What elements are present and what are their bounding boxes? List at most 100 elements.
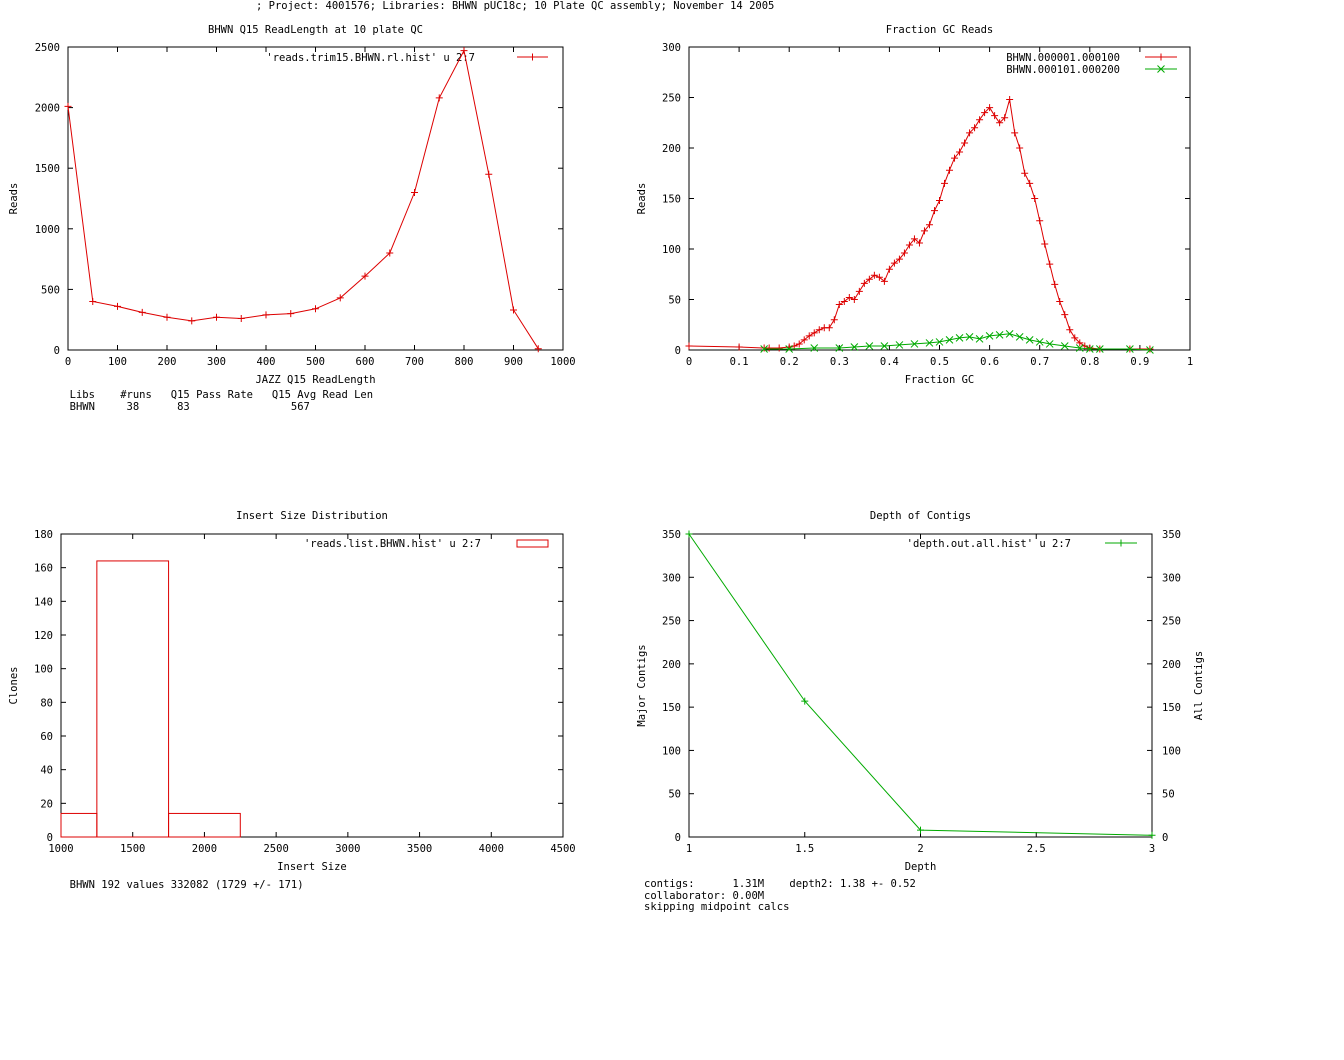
data-point-0-0: [534, 345, 542, 353]
data-point-1-1: [810, 344, 819, 352]
data-point-3-0: [1148, 831, 1156, 839]
series-line-3-0: [688, 533, 1153, 836]
y-tick-label-1: 300: [662, 42, 681, 54]
data-point-1-0: [800, 336, 808, 344]
x-tick-label-1: 0: [686, 356, 692, 368]
x-axis-label-3: Depth: [905, 861, 937, 873]
insert-stats: BHWN 192 values 332082 (1729 +/- 171): [57, 879, 304, 891]
data-point-0-0: [89, 298, 97, 306]
y-tick-label-3: 300: [662, 572, 681, 584]
data-point-1-0: [986, 104, 994, 112]
y-tick-label-0: 500: [41, 284, 60, 296]
data-point-1-0: [941, 179, 949, 187]
x-tick-label-1: 0.6: [980, 356, 999, 368]
y-tick-label-2: 40: [40, 765, 53, 777]
data-point-1-0: [1041, 240, 1049, 248]
data-point-1-0: [1046, 260, 1054, 268]
y-tick-label-0: 2500: [35, 42, 60, 54]
data-point-0-0: [336, 294, 344, 302]
legend-swatch-2: [516, 539, 549, 548]
data-point-1-0: [845, 293, 853, 301]
data-point-0-0: [262, 311, 270, 319]
y2-tick-label-3: 200: [1162, 659, 1181, 671]
data-point-1-0: [920, 227, 928, 235]
y-tick-label-2: 80: [40, 697, 53, 709]
data-point-1-0: [946, 166, 954, 174]
y-axis-label-2: Clones: [8, 667, 20, 705]
chart-title-0: BHWN Q15 ReadLength at 10 plate QC: [208, 24, 423, 36]
chart-title-1: Fraction GC Reads: [886, 24, 993, 36]
data-point-1-0: [795, 340, 803, 348]
y-tick-label-1: 250: [662, 93, 681, 105]
x-tick-label-0: 1000: [550, 356, 575, 368]
data-point-1-0: [735, 343, 743, 351]
data-point-1-0: [860, 279, 868, 287]
data-point-1-0: [936, 197, 943, 205]
histogram-bar: [96, 560, 170, 838]
data-point-1-0: [1051, 280, 1059, 288]
data-point-1-1: [1085, 345, 1094, 353]
x-axis-label-0: JAZZ Q15 ReadLength: [255, 374, 375, 386]
legend-marker-3-0: [1117, 539, 1125, 547]
data-point-1-1: [955, 334, 964, 342]
y-tick-label-2: 160: [34, 563, 53, 575]
y2-tick-label-3: 150: [1162, 702, 1181, 714]
data-point-1-1: [1015, 333, 1024, 341]
series-line-0-0: [67, 49, 539, 350]
data-point-1-1: [1075, 344, 1084, 352]
y-tick-label-2: 140: [34, 596, 53, 608]
y2-tick-label-3: 300: [1162, 572, 1181, 584]
data-point-1-0: [981, 109, 989, 117]
data-point-1-0: [956, 148, 964, 156]
x-tick-label-0: 700: [405, 356, 424, 368]
x-tick-label-2: 1000: [48, 843, 73, 855]
data-point-1-0: [1146, 345, 1154, 353]
y-tick-label-1: 150: [662, 194, 681, 206]
data-point-1-0: [815, 326, 823, 334]
x-tick-label-0: 800: [455, 356, 474, 368]
data-point-1-1: [760, 345, 769, 353]
legend-marker-1-0: [1157, 53, 1165, 61]
data-point-1-1: [965, 333, 974, 341]
data-point-1-0: [1036, 217, 1044, 225]
chart-title-2: Insert Size Distribution: [236, 510, 388, 522]
x-tick-label-1: 0.8: [1080, 356, 1099, 368]
x-tick-label-2: 3000: [335, 843, 360, 855]
data-point-1-0: [830, 316, 838, 324]
data-point-1-0: [825, 324, 833, 332]
data-point-1-1: [1005, 329, 1014, 338]
data-point-1-1: [1126, 345, 1134, 353]
data-point-0-0: [485, 170, 493, 178]
data-point-1-0: [1066, 326, 1074, 334]
x-tick-label-3: 3: [1149, 843, 1155, 855]
x-tick-label-1: 0.1: [730, 356, 749, 368]
data-point-1-0: [1071, 334, 1079, 342]
legend-label-2-0: 'reads.list.BHWN.hist' u 2:7: [304, 538, 481, 550]
data-point-1-0: [930, 207, 938, 215]
data-point-1-0: [865, 275, 873, 283]
x-tick-label-3: 1: [686, 843, 692, 855]
legend-label-3-0: 'depth.out.all.hist' u 2:7: [907, 538, 1071, 550]
x-tick-label-0: 200: [158, 356, 177, 368]
legend-label-0-0: 'reads.trim15.BHWN.rl.hist' u 2:7: [266, 52, 475, 64]
data-point-0-0: [287, 310, 295, 318]
histogram-bar: [168, 812, 241, 838]
data-point-1-0: [855, 287, 863, 295]
x-axis-label-2: Insert Size: [277, 861, 347, 873]
y2-tick-label-3: 50: [1162, 789, 1175, 801]
y-tick-label-3: 50: [668, 789, 681, 801]
data-point-3-0: [685, 530, 693, 538]
data-point-1-0: [890, 259, 898, 267]
plot-frame-3: [688, 533, 1153, 838]
y-axis-label-0: Reads: [8, 183, 20, 215]
chart-title-3: Depth of Contigs: [870, 510, 971, 522]
plot-frame-2: [60, 533, 564, 838]
data-point-1-1: [985, 332, 994, 340]
data-point-3-0: [801, 697, 809, 705]
data-point-1-0: [805, 332, 813, 340]
x-tick-label-2: 4500: [550, 843, 575, 855]
data-point-0-0: [510, 306, 517, 314]
series-line-1-1: [764, 333, 1150, 351]
legend-label-1-1: BHWN.000101.000200: [1006, 64, 1120, 76]
